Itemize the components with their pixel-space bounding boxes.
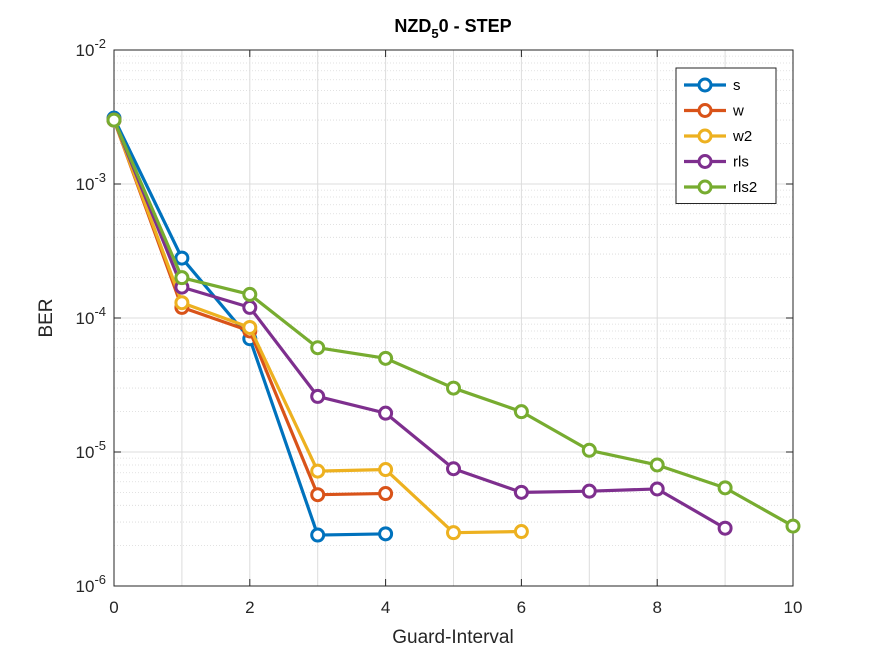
legend-marker-w2 xyxy=(697,128,713,144)
y-tick-label: 10-4 xyxy=(76,304,106,328)
data-point-rls2 xyxy=(717,480,733,496)
x-tick-label: 0 xyxy=(109,598,118,617)
data-point-rls xyxy=(378,405,394,421)
data-point-w2 xyxy=(242,319,258,335)
y-tick-label: 10-5 xyxy=(76,438,106,462)
legend-marker-rls2 xyxy=(697,179,713,195)
data-point-rls xyxy=(446,461,461,477)
x-tick-label: 2 xyxy=(245,598,254,617)
data-point-rls2 xyxy=(649,457,665,473)
data-point-rls2 xyxy=(106,112,122,128)
legend: sw w2 rls rls2 xyxy=(675,67,777,204)
data-point-rls xyxy=(717,520,733,536)
y-tick-label: 10-2 xyxy=(76,36,106,60)
legend-label-rls: rls xyxy=(733,154,749,171)
data-point-rls2 xyxy=(174,270,190,286)
y-axis-label: BER xyxy=(36,298,57,337)
data-point-s xyxy=(378,526,394,542)
data-point-w2 xyxy=(513,524,529,540)
data-point-w2 xyxy=(378,462,394,478)
data-point-rls xyxy=(242,299,258,315)
y-tick-label: 10-3 xyxy=(76,170,106,194)
legend-marker-rls xyxy=(697,154,713,169)
data-point-w2 xyxy=(310,463,326,479)
data-point-rls2 xyxy=(310,340,326,356)
data-point-w2 xyxy=(174,295,190,311)
legend-marker-s xyxy=(697,77,713,93)
data-point-rls xyxy=(581,483,597,499)
series-s xyxy=(106,110,394,543)
data-point-rls2 xyxy=(446,380,461,396)
data-point-rls xyxy=(513,484,529,500)
legend-label-w2: w2 xyxy=(732,128,752,145)
tick-labels: 0 2 4 6 8 10 10-6 10-5 10-4 10-3 10-2 xyxy=(76,36,803,617)
legend-label-rls2: rls2 xyxy=(733,179,757,196)
data-point-rls2 xyxy=(242,286,258,302)
data-point-w xyxy=(310,487,326,503)
data-point-rls2 xyxy=(581,442,597,458)
data-point-w2 xyxy=(446,525,461,541)
axes xyxy=(113,49,794,587)
x-tick-label: 8 xyxy=(652,598,661,617)
data-point-rls2 xyxy=(513,404,529,420)
series-lines xyxy=(106,110,801,543)
data-point-rls2 xyxy=(785,518,801,534)
legend-label-w: w xyxy=(732,103,744,120)
series-rls2 xyxy=(106,112,801,534)
data-point-s xyxy=(310,527,326,543)
x-axis-label: Guard-Interval xyxy=(392,627,513,648)
data-point-w xyxy=(378,486,394,502)
data-point-rls xyxy=(649,481,665,497)
x-tick-label: 10 xyxy=(784,598,803,617)
data-point-rls2 xyxy=(378,350,394,366)
y-tick-label: 10-6 xyxy=(76,572,106,596)
chart-title: NZD50 - STEP xyxy=(394,16,511,41)
data-point-rls xyxy=(310,388,326,404)
x-tick-label: 4 xyxy=(381,598,390,617)
x-tick-label: 6 xyxy=(517,598,526,617)
legend-label-s: s xyxy=(733,77,741,94)
series-line-rls xyxy=(112,119,726,530)
legend-marker-w xyxy=(697,103,713,118)
data-point-s xyxy=(174,250,190,266)
